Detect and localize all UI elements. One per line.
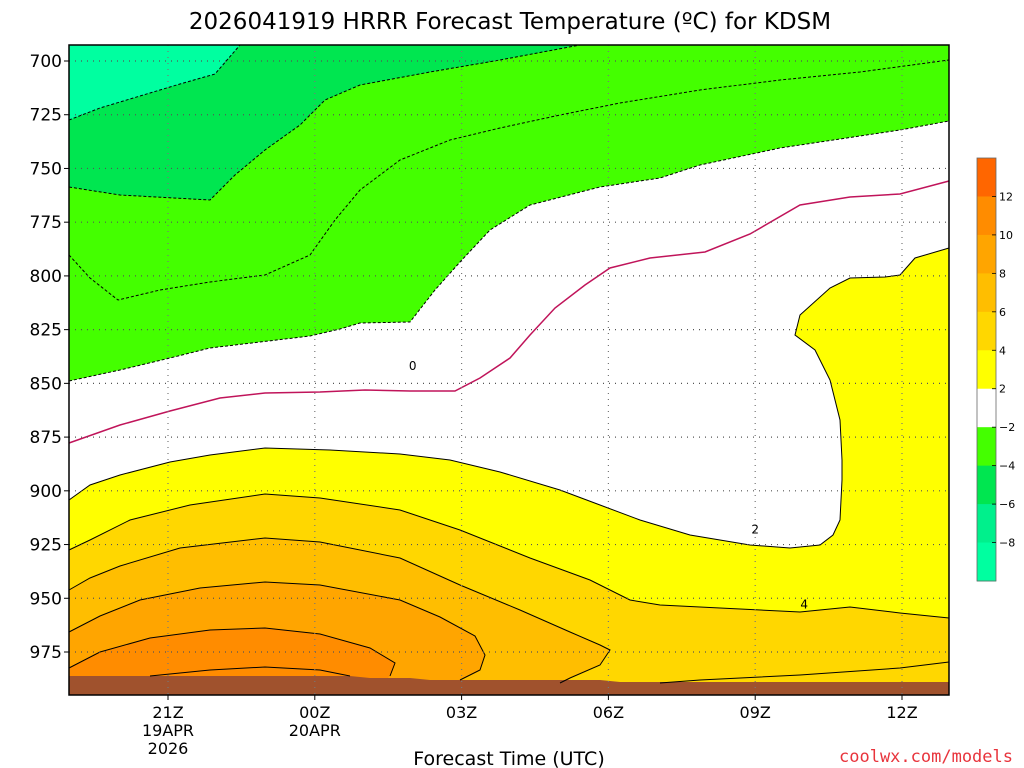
contour-plus12: [149, 666, 351, 677]
pressure-tick-label: 825: [30, 321, 62, 341]
pressure-tick-label: 700: [30, 52, 62, 72]
contour-plus4: [68, 493, 950, 619]
contour-plus6: [68, 537, 950, 684]
dashed-contours: [68, 44, 950, 382]
region-minus8-minus6: [69, 45, 240, 120]
colorbar-label: 8: [999, 267, 1006, 280]
pressure-axis: 700 725 750 775 800 825 850 875 900 925 950 975: [30, 52, 69, 663]
pressure-tick-label: 725: [30, 106, 62, 126]
pressure-tick-label: 950: [30, 589, 62, 609]
time-tick-label: 09Z: [740, 703, 771, 722]
colorbar-swatch: [977, 542, 996, 582]
pressure-tick-label: 850: [30, 374, 62, 394]
pressure-tick-label: 925: [30, 536, 62, 556]
colorbar-swatch: [977, 350, 996, 390]
region-minus6-minus4: [69, 45, 580, 200]
contour-label: 0: [409, 359, 417, 373]
pressure-tick-label: 750: [30, 159, 62, 179]
contour-minus4: [68, 44, 581, 201]
colorbar-swatch: [977, 427, 996, 467]
pressure-tick-label: 875: [30, 428, 62, 448]
ground-surface: [69, 676, 949, 695]
colorbar: 12 10 8 6 4 2 −2 −4 −6 −8: [976, 157, 1015, 582]
colorbar-swatch: [977, 311, 996, 351]
time-tick-label: 21Z: [152, 703, 183, 722]
colorbar-label: −8: [999, 537, 1015, 550]
pressure-tick-label: 900: [30, 482, 62, 502]
colorbar-label: 10: [999, 229, 1013, 242]
time-tick-label: 03Z: [446, 703, 477, 722]
colorbar-swatch: [977, 196, 996, 236]
chart-title: 2026041919 HRRR Forecast Temperature (ºC…: [189, 9, 831, 35]
time-tick-label: 19APR: [142, 721, 194, 740]
colorbar-swatch: [977, 504, 996, 544]
colorbar-label: 4: [999, 344, 1006, 357]
colorbar-label: 6: [999, 306, 1006, 319]
colorbar-swatch: [977, 465, 996, 505]
contour-labels: 0 2 4: [409, 359, 808, 612]
contour-minus2: [68, 120, 950, 382]
contour-plus8: [68, 581, 486, 681]
colorbar-swatch: [977, 234, 996, 274]
colorbar-label: −2: [999, 421, 1015, 434]
time-tick-label: 00Z: [299, 703, 330, 722]
pressure-tick-label: 975: [30, 643, 62, 663]
time-tick-label: 20APR: [289, 721, 341, 740]
time-tick-label: 06Z: [593, 703, 624, 722]
contour-zero: [68, 180, 950, 444]
colorbar-label: −4: [999, 460, 1015, 473]
plot-area: 0 2 4: [68, 44, 950, 696]
pressure-tick-label: 800: [30, 267, 62, 287]
contour-label: 4: [800, 598, 808, 612]
contour-minus4b: [68, 59, 950, 301]
pressure-tick-label: 775: [30, 213, 62, 233]
colorbar-swatch: [977, 158, 996, 197]
contour-minus6: [68, 44, 241, 121]
colorbar-label: 12: [999, 190, 1013, 203]
colorbar-label: −6: [999, 498, 1015, 511]
colorbar-frame: [976, 157, 997, 582]
x-axis-label: Forecast Time (UTC): [413, 748, 604, 768]
colorbar-label: 2: [999, 383, 1006, 396]
contour-label: 2: [751, 523, 759, 537]
time-tick-label: 12Z: [886, 703, 917, 722]
contour-plus10: [68, 627, 396, 677]
contour-plus2: [68, 247, 950, 549]
solid-contours: [68, 247, 950, 684]
colorbar-swatch: [977, 388, 996, 428]
time-tick-label: 2026: [148, 739, 189, 758]
credit-link[interactable]: coolwx.com/models: [839, 747, 1013, 767]
colorbar-swatch: [977, 273, 996, 313]
grid-lines: [69, 45, 949, 695]
plot-frame: [68, 44, 950, 696]
